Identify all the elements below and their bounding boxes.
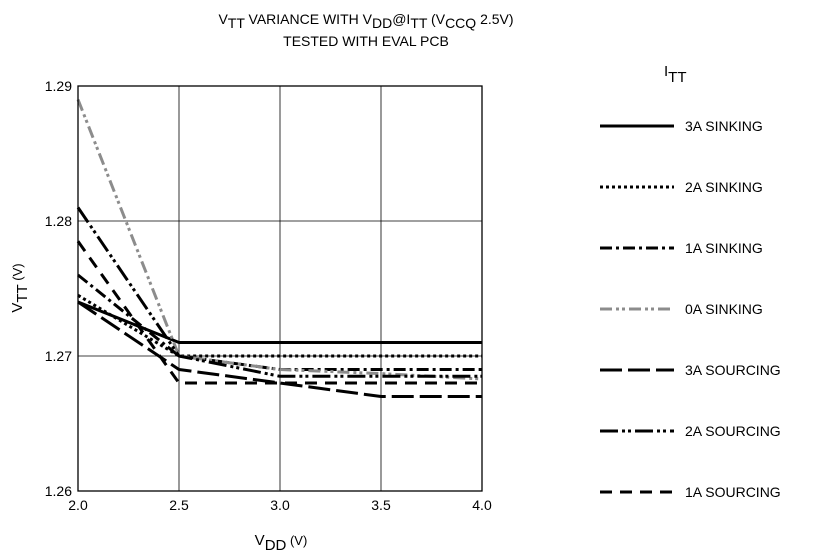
y-tick-label: 1.27 xyxy=(45,348,72,364)
legend-label: 3A SOURCING xyxy=(685,362,781,378)
x-tick-label: 2.5 xyxy=(169,497,189,513)
legend-label: 3A SINKING xyxy=(685,118,763,134)
legend: 3A SINKING 2A SINKING 1A SINKING 0A SINKING… xyxy=(600,118,781,500)
y-axis-label: VTT (V) xyxy=(9,263,31,312)
title-subscript: TT xyxy=(228,15,246,31)
title-subscript: DD xyxy=(372,15,392,31)
legend-label: 1A SOURCING xyxy=(685,484,781,500)
chart-title-line1: VTT VARIANCE WITH VDD@ITT (VCCQ 2.5V) xyxy=(218,11,513,31)
legend-label: 2A SINKING xyxy=(685,179,763,195)
y-tick-label: 1.29 xyxy=(45,78,72,94)
legend-label: 0A SINKING xyxy=(685,301,763,317)
x-tick-label: 2.0 xyxy=(68,497,88,513)
legend-label: 2A SOURCING xyxy=(685,423,781,439)
series-line-1a-sourcing xyxy=(76,240,482,385)
legend-label: 1A SINKING xyxy=(685,240,763,256)
title-segment: @I xyxy=(392,11,410,27)
y-tick-label: 1.28 xyxy=(45,213,72,229)
x-tick-label: 3.5 xyxy=(371,497,391,513)
title-subscript: TT xyxy=(410,15,428,31)
series-line-2a-sourcing xyxy=(76,206,482,378)
grid xyxy=(77,85,483,492)
title-segment: V xyxy=(218,11,228,27)
title-subscript: CCQ xyxy=(445,15,476,31)
title-segment: 2.5V) xyxy=(476,11,513,27)
title-segment: (V xyxy=(427,11,446,27)
x-tick-label: 3.0 xyxy=(270,497,290,513)
series-line-2a-sinking xyxy=(77,294,482,358)
series-line-0a-sinking xyxy=(76,98,483,381)
legend-title: ITT xyxy=(664,63,687,86)
tick-labels: 2.0 2.5 3.0 3.5 4.0 1.26 1.27 1.28 1.29 xyxy=(45,78,492,513)
x-axis-label: VDD (V) xyxy=(255,532,308,554)
plot-frame xyxy=(77,85,483,492)
series-group xyxy=(76,98,483,398)
x-tick-label: 4.0 xyxy=(472,497,492,513)
title-segment: VARIANCE WITH V xyxy=(245,11,373,27)
y-tick-label: 1.26 xyxy=(45,483,72,499)
chart-title-line2: TESTED WITH EVAL PCB xyxy=(283,33,449,49)
